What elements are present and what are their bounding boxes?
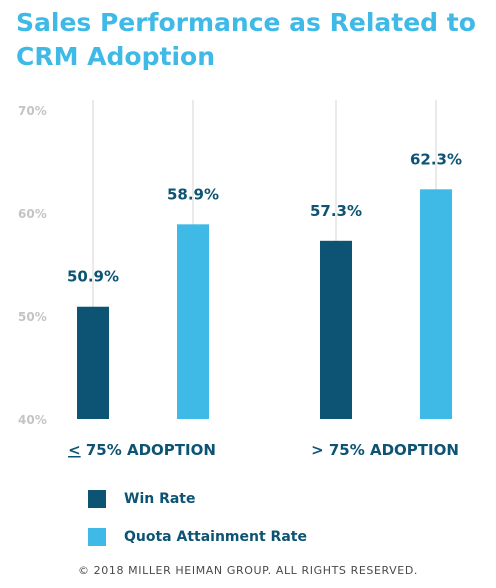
data-labels: 50.9% 57.3% 58.9% 62.3% (67, 150, 462, 285)
copyright-footer: © 2018 MILLER HEIMAN GROUP. ALL RIGHTS R… (77, 564, 419, 577)
bars (77, 189, 452, 419)
data-label: 57.3% (310, 202, 362, 220)
y-tick-label: 70% (18, 104, 47, 118)
bar-win-rate-high-adoption (320, 240, 352, 419)
data-label: 50.9% (67, 268, 119, 286)
bar-quota-attainment-rate-high-adoption (420, 189, 452, 419)
guide-lines (92, 100, 437, 419)
bar-quota-attainment-rate-low-adoption (177, 224, 209, 419)
bar-win-rate-low-adoption (77, 306, 109, 419)
legend-swatch-quota-attainment-rate (88, 528, 106, 546)
y-tick-label: 40% (18, 413, 47, 427)
legend-item-quota-attainment-rate: Quota Attainment Rate (88, 526, 388, 548)
y-tick-label: 50% (18, 310, 47, 324)
bar-chart: 40% 50% 60% 70% 50.9% 57.3% 58.9% 62.3% < 75% … (18, 100, 462, 459)
legend-label-quota-attainment-rate: Quota Attainment Rate (124, 529, 307, 545)
legend-label-win-rate: Win Rate (124, 491, 196, 507)
legend-swatch-win-rate (88, 490, 106, 508)
category-labels: < 75% ADOPTION > 75% ADOPTION (68, 441, 459, 459)
data-label: 58.9% (167, 185, 219, 203)
y-tick-label: 60% (18, 207, 47, 221)
y-axis: 40% 50% 60% 70% (18, 104, 47, 427)
data-label: 62.3% (410, 150, 462, 168)
legend-item-win-rate: Win Rate (88, 488, 388, 510)
category-label: > 75% ADOPTION (311, 441, 459, 459)
category-label: < 75% ADOPTION (68, 441, 216, 459)
chart-title: Sales Performance as Related to CRM Adop… (16, 8, 476, 71)
